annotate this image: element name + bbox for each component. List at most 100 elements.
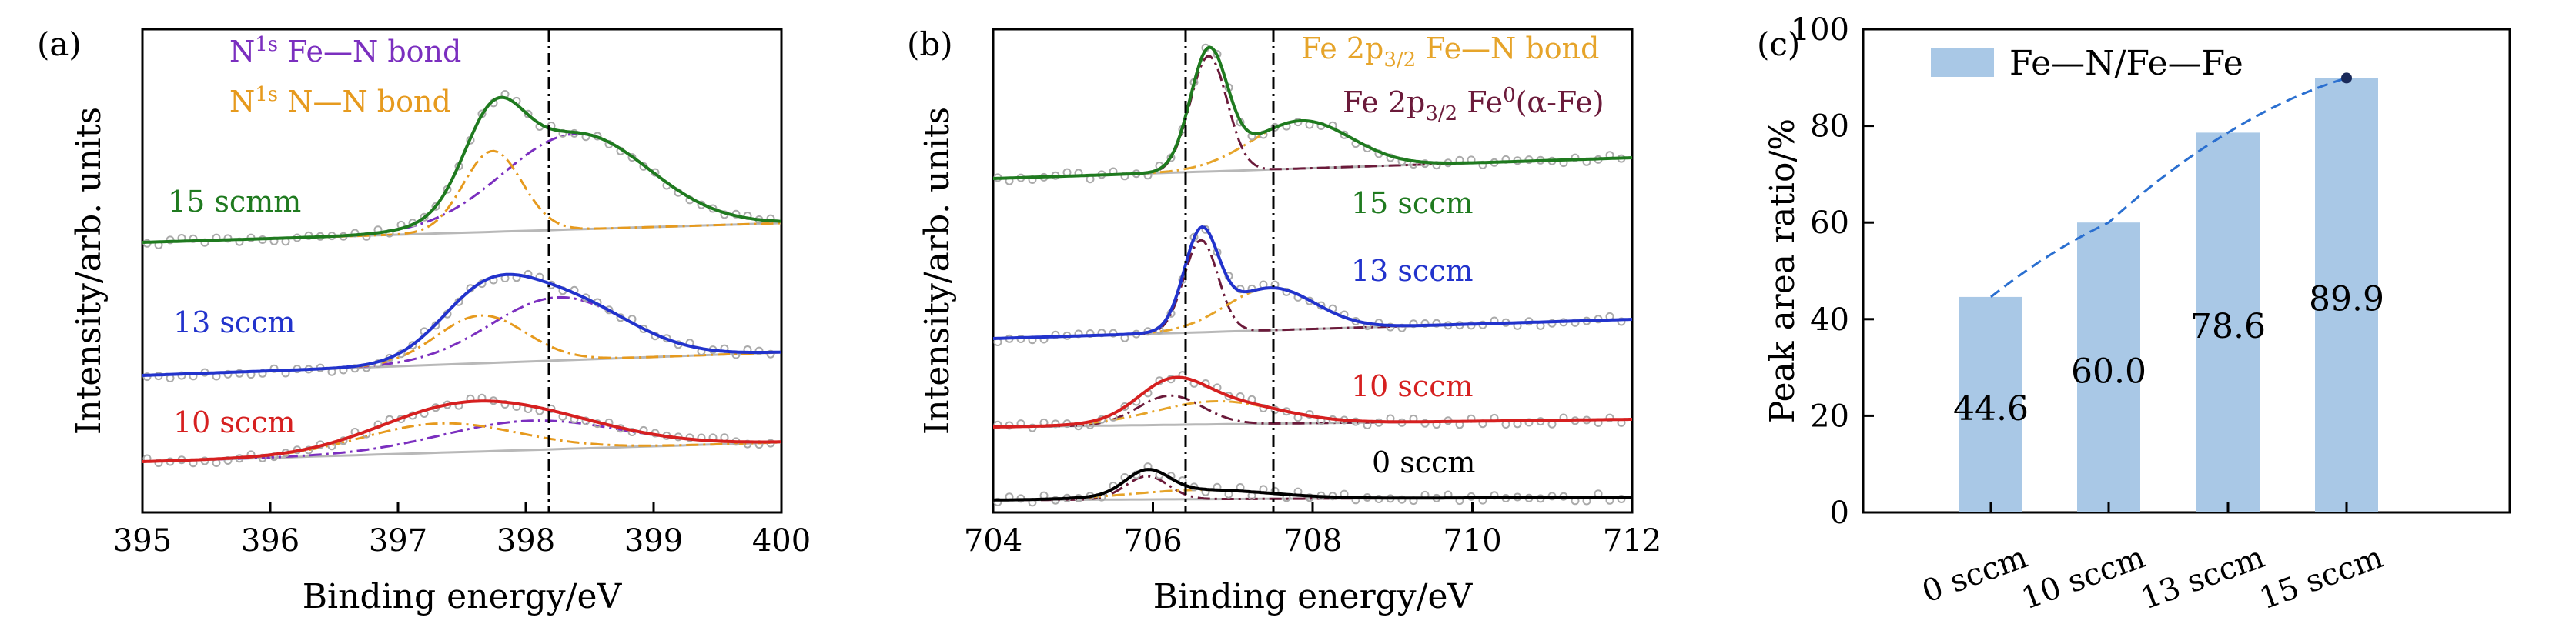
panel-b-series-label-0: 0 sccm [1372,445,1475,479]
panel-c: (c) Peak area ratio/% 0 20 40 60 80 100 44.6 6… [1757,12,2511,616]
panel-a-series-label-10: 10 sccm [173,405,296,439]
x-tick-label: 396 [241,523,299,559]
data-point [1605,413,1614,422]
panel-c-legend-label: Fe—N/Fe—Fe [2009,44,2243,83]
panel-a-label: (a) [37,25,82,63]
data-point [1617,495,1626,503]
y-tick-label: 60 [1810,205,1849,241]
legend-text: (α-Fe) [1516,85,1604,119]
legend-text: Fe—N bond [1416,32,1599,65]
panel-b: (b) Intensity/arb. units Binding energy/… [907,25,1661,616]
y-tick-label: 80 [1810,109,1849,145]
legend-sub: 3/2 [1425,102,1457,125]
data-point [408,341,417,350]
legend-sub: 3/2 [1383,48,1416,72]
panel-b-label: (b) [907,25,953,63]
panel-a-legend-n-n: N1s N—N bond [229,83,451,118]
panel-c-ylabel: Peak area ratio/% [1763,118,1802,423]
x-tick-label: 400 [752,523,811,559]
bar-value-label: 60.0 [2071,352,2146,392]
fit-envelope-curve [142,95,782,244]
category-label: 13 sccm [2136,539,2270,616]
data-point [1051,330,1060,339]
bar [2077,222,2140,512]
panel-b-legend-fe0: Fe 2p3/2 Fe0(α-Fe) [1343,84,1604,125]
data-point [154,459,163,468]
legend-sup: 0 [1503,84,1516,107]
x-tick-label: 704 [964,523,1022,559]
panel-b-curves [992,43,1633,507]
data-point [1120,172,1129,181]
category-label: 15 sccm [2255,539,2388,616]
fit-envelope-curve [992,225,1633,340]
legend-text: Fe 2p [1343,85,1425,119]
x-tick-label: 706 [1123,523,1182,559]
panel-a-series-label-13: 13 sccm [173,305,296,339]
legend-text: N—N bond [278,85,451,118]
category-label: 10 sccm [2017,539,2150,616]
data-point [524,109,533,118]
bar [1959,296,2022,512]
panel-b-series-label-13: 13 sccm [1351,254,1474,288]
x-tick-label: 710 [1443,523,1501,559]
panel-b-xlabel: Binding energy/eV [1153,577,1474,616]
panel-a-curves [142,90,782,468]
legend-sup: 1s [255,83,278,106]
trend-end-marker [2341,72,2352,84]
data-point [766,349,775,359]
category-label: 0 sccm [1918,539,2032,610]
bar [2315,78,2378,513]
data-point [431,202,440,211]
panel-c-label: (c) [1757,25,1800,63]
bar [2196,132,2260,512]
data-point [1571,153,1580,162]
legend-text: Fe [1457,85,1503,119]
x-tick-label: 399 [624,523,683,559]
panel-b-ylabel: Intensity/arb. units [918,107,957,435]
panel-a-ylabel: Intensity/arb. units [69,107,109,435]
panel-c-frame [1862,28,2511,514]
panel-b-xticks: 704 706 708 710 712 [964,502,1661,559]
bar-value-label: 78.6 [2190,307,2266,346]
fit-envelope-curve [992,468,1632,502]
x-tick-label: 708 [1283,523,1342,559]
data-point [1432,319,1441,328]
trend-line [1990,76,2347,299]
x-tick-label: 397 [369,523,427,559]
x-tick-label: 712 [1603,523,1661,559]
y-tick-label: 100 [1791,12,1849,48]
legend-text: Fe 2p [1301,32,1383,65]
data-point [1201,225,1210,234]
panel-a-legend-fe-n: N1s Fe—N bond [229,33,461,68]
panel-a-frame [141,28,783,514]
component-1-curve [992,239,1633,340]
fit-envelope-curve [992,375,1632,429]
panel-c-yticks: 0 20 40 60 80 100 [1791,12,1874,531]
x-tick-label: 395 [113,523,172,559]
fit-envelope-curve [992,45,1633,180]
bar-value-label: 89.9 [2309,280,2384,319]
panel-a: (a) Intensity/arb. units Binding energy/… [37,25,811,616]
bar-value-label: 44.6 [1953,389,2029,429]
panel-a-xlabel: Binding energy/eV [303,577,623,616]
legend-text: Fe—N bond [278,35,461,68]
legend-n: N [229,85,255,118]
panel-c-legend-swatch [1931,48,1994,77]
data-point [1120,402,1129,411]
component-2-curve [992,119,1633,180]
x-tick-label: 398 [497,523,555,559]
fit-envelope-curve [142,272,782,377]
data-point [1524,418,1534,427]
legend-sup: 1s [255,33,278,56]
data-point [1571,318,1580,327]
y-tick-label: 20 [1810,399,1849,434]
legend-n: N [229,35,255,68]
data-point [223,369,233,379]
panel-a-series-label-15: 15 scmm [168,185,301,219]
panel-b-legend-fe-n: Fe 2p3/2 Fe—N bond [1301,32,1599,72]
panel-c-bars: 44.6 60.0 78.6 89.9 [1953,72,2384,513]
panel-a-xticks: 395 396 397 398 399 400 [113,502,811,559]
y-tick-label: 0 [1830,496,1849,531]
